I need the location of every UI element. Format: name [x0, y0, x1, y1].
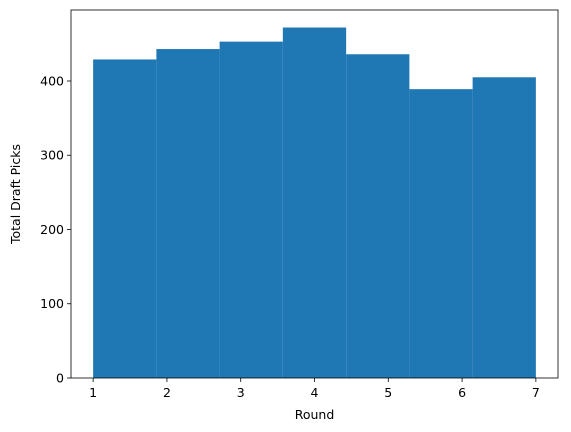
x-tick-label: 7: [532, 385, 540, 400]
histogram-bar: [472, 77, 536, 378]
y-tick-label: 0: [56, 371, 64, 386]
histogram-bar: [282, 27, 347, 379]
x-axis-ticks: 1 2 3 4 5 6 7: [89, 378, 540, 400]
histogram-bar: [219, 41, 283, 379]
x-tick-label: 4: [311, 385, 319, 400]
y-axis-ticks: 0 100 200 300 400: [40, 73, 71, 386]
x-tick-label: 3: [237, 385, 245, 400]
histogram-bar: [93, 59, 157, 378]
x-tick-label: 2: [163, 385, 171, 400]
x-tick-label: 5: [384, 385, 392, 400]
histogram-bar: [346, 54, 410, 379]
x-tick-label: 6: [458, 385, 466, 400]
histogram-bar: [156, 49, 220, 378]
y-tick-label: 200: [40, 222, 64, 237]
x-tick-label: 1: [89, 385, 97, 400]
bars-group: [93, 27, 536, 379]
y-tick-label: 400: [40, 73, 64, 88]
y-tick-label: 300: [40, 148, 64, 163]
y-tick-label: 100: [40, 296, 64, 311]
histogram-bar: [409, 89, 473, 378]
y-axis-label: Total Draft Picks: [8, 144, 23, 245]
plot-frame: [70, 9, 559, 379]
x-axis-label: Round: [295, 407, 335, 422]
